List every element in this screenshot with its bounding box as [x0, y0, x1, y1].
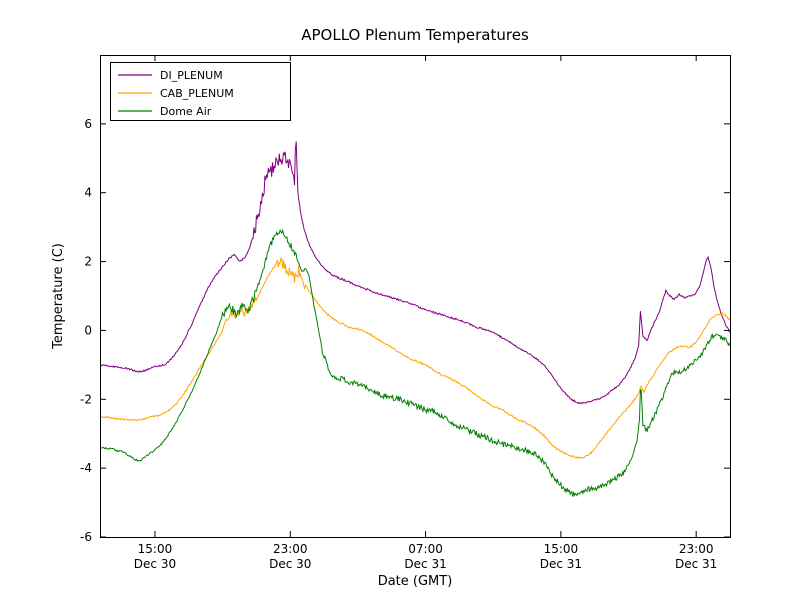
- x-tick-label-time: 23:00: [679, 542, 714, 556]
- y-tick-label: -4: [80, 461, 92, 475]
- x-tick-label-date: Dec 31: [404, 557, 446, 571]
- x-tick-label-time: 07:00: [408, 542, 443, 556]
- y-tick-label: 4: [84, 186, 92, 200]
- x-tick-label-time: 15:00: [544, 542, 579, 556]
- y-axis-label: Temperature (C): [51, 243, 66, 350]
- x-tick-label-date: Dec 30: [134, 557, 176, 571]
- series-group: [100, 141, 730, 497]
- plot-frame: [100, 55, 731, 538]
- legend: DI_PLENUM CAB_PLENUM Dome Air: [110, 62, 291, 121]
- series-line-dome-air: [100, 228, 730, 497]
- legend-label: DI_PLENUM: [160, 69, 223, 82]
- y-tick-label: 2: [84, 255, 92, 269]
- legend-label: CAB_PLENUM: [160, 87, 234, 100]
- y-tick-label: -2: [80, 392, 92, 406]
- x-tick-label-time: 15:00: [138, 542, 173, 556]
- legend-label: Dome Air: [160, 105, 212, 118]
- y-tick-label: 0: [84, 323, 92, 337]
- series-line-di-plenum: [100, 141, 730, 405]
- x-tick-label-date: Dec 30: [269, 557, 311, 571]
- x-axis-label: Date (GMT): [378, 574, 453, 589]
- x-tick-label-time: 23:00: [273, 542, 308, 556]
- x-tick-label-date: Dec 31: [540, 557, 582, 571]
- x-tick-label-date: Dec 31: [675, 557, 717, 571]
- chart-title: APOLLO Plenum Temperatures: [301, 26, 529, 44]
- y-tick-label: 6: [84, 117, 92, 131]
- y-tick-label: -6: [80, 530, 92, 544]
